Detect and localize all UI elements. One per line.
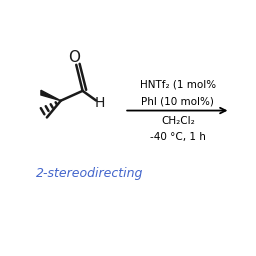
Text: O: O xyxy=(68,50,80,65)
Text: H: H xyxy=(94,96,105,110)
Text: CH₂Cl₂: CH₂Cl₂ xyxy=(161,116,195,126)
Text: HNTf₂ (1 mol%: HNTf₂ (1 mol% xyxy=(140,80,216,90)
Text: PhI (10 mol%): PhI (10 mol%) xyxy=(141,96,214,106)
Text: -40 °C, 1 h: -40 °C, 1 h xyxy=(150,132,206,142)
Text: 2-stereodirecting: 2-stereodirecting xyxy=(36,167,143,180)
Polygon shape xyxy=(41,90,61,101)
